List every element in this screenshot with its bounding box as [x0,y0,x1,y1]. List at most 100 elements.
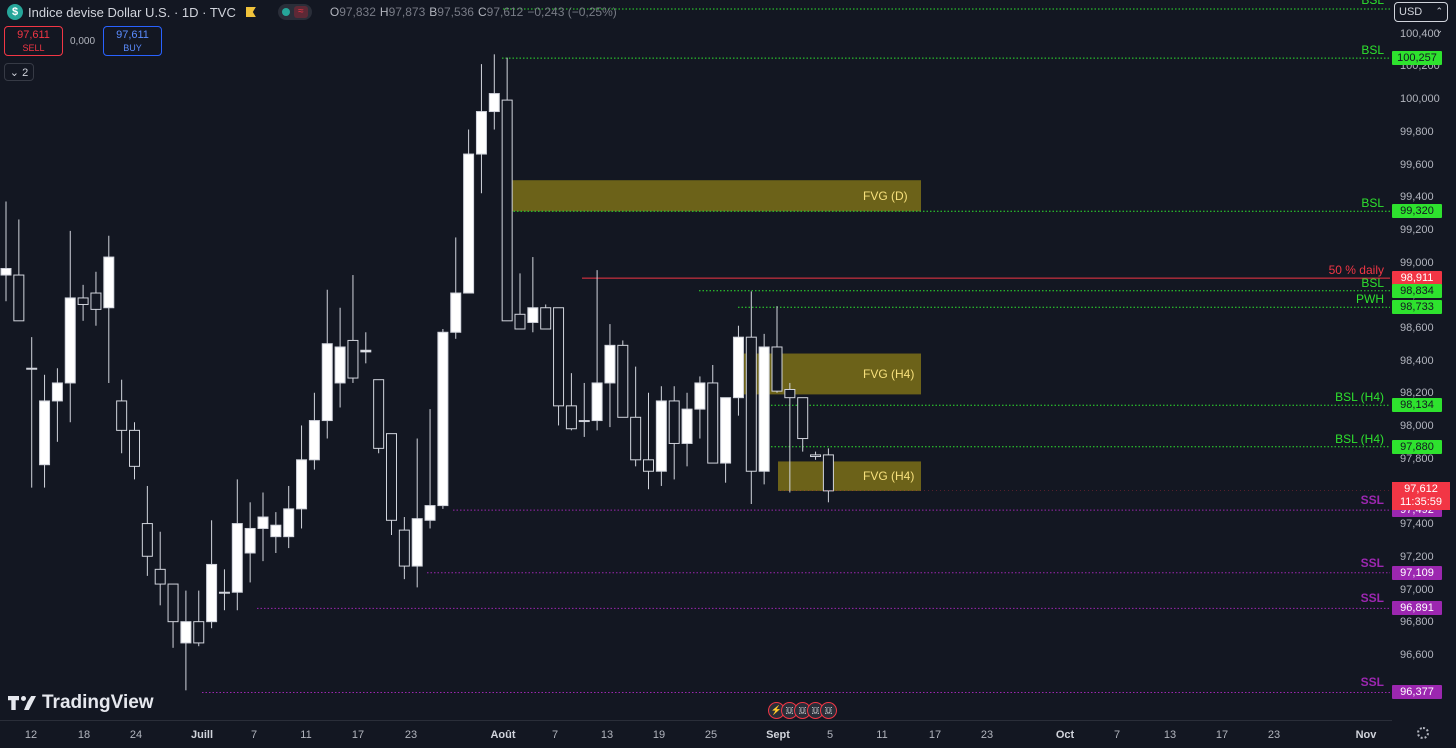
candle-down [373,379,385,449]
candle-down [630,416,642,461]
flag-icon[interactable] [245,7,256,17]
level-label: BSL (H4) [1335,390,1384,405]
price-tick-label: 99,400 [1400,191,1434,204]
level-label: BSL [1361,43,1384,58]
candle-down [347,339,359,379]
candle-down [141,523,153,557]
candle-up [0,268,12,276]
dollar-symbol-icon: $ [7,4,23,20]
candle-up [424,505,436,521]
candle-up [218,591,230,594]
price-tick-label: 97,000 [1400,583,1434,596]
candle-up [578,420,590,423]
time-tick-label: 17 [928,729,942,741]
fvg-zone-label: FVG (H4) [863,469,915,484]
tradingview-logo[interactable]: TradingView [8,692,154,714]
candle-down [167,583,179,623]
sell-button[interactable]: 97,611 SELL [4,26,63,56]
candle-up [604,344,616,384]
chevron-down-icon: ⌄ [9,67,20,79]
candle-up [103,256,115,309]
symbol-title[interactable]: Indice devise Dollar U.S. · 1D · TVC [28,4,236,20]
ohlc-value: 97,873 [388,5,426,19]
time-tick-label: 12 [24,729,38,741]
candle-up [475,111,487,155]
candle-up [450,292,462,333]
candle-down [745,336,757,472]
candle-up [244,527,256,554]
time-tick-label: 25 [704,729,718,741]
price-tick-label: 97,800 [1400,452,1434,465]
price-tick-label: 99,000 [1400,256,1434,269]
bar-countdown: 11:35:59 [1399,496,1442,508]
spread-value: 0,000 [70,36,96,47]
candle-up [720,397,732,464]
candle-down [553,307,565,407]
last-price-value: 97,612 [1404,483,1438,495]
time-tick-label: 19 [652,729,666,741]
time-tick-label: Oct [1055,729,1075,741]
currency-select[interactable]: USD ⌃ ⌄ [1394,2,1448,35]
candle-down [565,405,577,430]
candle-down [540,307,552,330]
level-price-tag: 99,320 [1392,204,1442,219]
candle-up [360,349,372,353]
candle-up [296,459,308,510]
us-flag-icon[interactable]: 🇺 [820,702,837,719]
candle-down [386,433,397,521]
time-tick-label: 13 [600,729,614,741]
time-tick-label: 11 [300,729,312,741]
candle-down [154,568,166,585]
chevron-up-down-icon: ⌃ ⌄ [1435,6,1443,35]
time-tick-label: 13 [1163,729,1177,741]
fvg-zone-label: FVG (D) [863,188,908,203]
time-tick-label: 23 [404,729,418,741]
candle-up [308,420,320,461]
candle-up [694,382,706,410]
fvg-zone [778,461,921,491]
time-tick-label: 17 [351,729,365,741]
level-label: SSL [1360,493,1384,508]
price-tick-label: 100,400 [1400,27,1440,40]
candle-down [784,388,796,399]
price-tick-label: 98,200 [1400,387,1434,400]
time-tick-label: 17 [1215,729,1229,741]
fvg-zone-label: FVG (H4) [863,366,915,381]
time-tick-label: 11 [876,729,888,741]
market-status-pills[interactable]: ≈ [277,4,312,20]
time-tick-label: 7 [250,729,258,741]
level-label: SSL [1360,591,1384,606]
candle-down [193,621,205,644]
price-tick-label: 98,000 [1400,420,1434,433]
candle-up [758,346,770,472]
indicators-collapse-button[interactable]: ⌄ 2 [4,63,34,81]
candle-up [463,153,475,294]
time-tick-label: 18 [77,729,91,741]
ohlc-key: B [429,5,438,19]
buy-button[interactable]: 97,611 BUY [103,26,162,56]
ohlc-value: 97,536 [437,5,474,19]
wave-icon: ≈ [293,6,308,18]
gear-icon[interactable] [1417,727,1429,739]
level-label: BSL [1361,0,1384,7]
candle-up [26,367,38,370]
level-label: 50 % daily [1328,263,1384,278]
logo-text: TradingView [42,692,154,713]
level-price-tag: 98,733 [1392,300,1442,315]
symbol-header[interactable]: $ Indice devise Dollar U.S. · 1D · TVC ≈… [0,0,621,24]
level-price-tag: 96,891 [1392,601,1442,616]
level-price-tag: 98,911 [1392,271,1442,286]
time-tick-label: Nov [1355,729,1377,741]
candle-up [180,621,192,644]
price-tick-label: 96,600 [1400,649,1434,661]
candle-down [514,313,526,330]
level-price-tag: 97,880 [1392,439,1442,454]
candle-down [501,99,513,322]
candle-up [51,382,63,402]
economic-events[interactable]: ⚡ 🇺 🇺 🇺 🇺 [768,702,837,719]
price-tick-label: 100,000 [1400,93,1440,106]
level-label: SSL [1360,675,1384,690]
market-open-dot-icon [281,8,290,16]
price-tick-label: 97,200 [1400,550,1434,563]
